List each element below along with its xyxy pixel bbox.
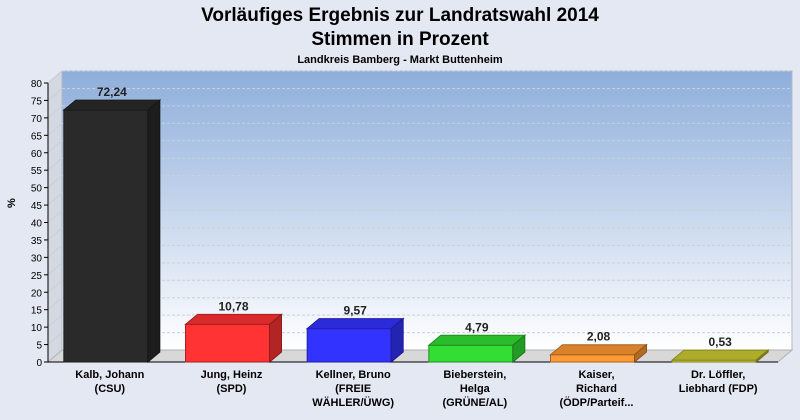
y-tick-label: 15 xyxy=(31,306,43,317)
bar-top xyxy=(670,349,770,361)
bar xyxy=(428,344,514,363)
gridline-side xyxy=(47,297,63,311)
y-tick-label: 20 xyxy=(31,288,43,299)
y-tick-label: 40 xyxy=(31,219,43,230)
gridline-side xyxy=(47,175,63,189)
y-tick-label: 75 xyxy=(31,96,43,107)
bar-side xyxy=(269,313,282,364)
chart-title: Vorläufiges Ergebnis zur Landratswahl 20… xyxy=(0,4,800,52)
bar-side xyxy=(390,317,404,364)
x-tick-label: (CSU) xyxy=(95,383,126,395)
x-tick-label: (SPD) xyxy=(217,383,247,395)
chart-subtitle: Landkreis Bamberg - Markt Buttenheim xyxy=(297,54,503,66)
x-tick-label: (ÖDP/Parteif... xyxy=(560,396,634,409)
x-tick-label: Helga xyxy=(460,383,491,395)
bar xyxy=(63,109,149,363)
y-tick-label: 25 xyxy=(31,271,43,282)
chart-title-line1: Vorläufiges Ergebnis zur Landratswahl 20… xyxy=(201,5,599,26)
bar xyxy=(185,323,270,363)
y-tick-label: 80 xyxy=(31,79,43,90)
x-tick-label: Richard xyxy=(576,383,617,395)
bar-side xyxy=(147,98,161,364)
y-tick-label: 55 xyxy=(31,166,43,177)
bar xyxy=(550,354,635,363)
y-tick-label: 10 xyxy=(31,323,43,334)
data-label: 9,57 xyxy=(343,304,367,318)
y-tick-label: 70 xyxy=(31,114,43,125)
x-tick-label: Liebhard (FDP) xyxy=(679,383,758,395)
x-tick-label: Bieberstein, xyxy=(443,369,506,381)
gridline-side xyxy=(47,140,63,154)
chart-title-line2: Stimmen in Prozent xyxy=(311,29,489,50)
x-tick-label: Jung, Heinz xyxy=(201,369,263,381)
x-tick-label: Kalb, Johann xyxy=(75,369,144,381)
y-tick-label: 60 xyxy=(31,149,43,160)
y-tick-label: 0 xyxy=(36,358,42,369)
data-label: 2,08 xyxy=(587,330,611,344)
gridline-side xyxy=(47,279,63,293)
y-tick-label: 30 xyxy=(31,253,43,264)
x-tick-label: Dr. Löffler, xyxy=(691,369,745,381)
gridline-side xyxy=(47,227,63,241)
y-tick-label: 65 xyxy=(31,131,43,142)
data-label: 0,53 xyxy=(708,335,732,349)
y-tick-label: 45 xyxy=(31,201,43,212)
y-tick-label: 35 xyxy=(31,236,43,247)
bar-side xyxy=(755,349,769,364)
data-label: 4,79 xyxy=(465,320,489,334)
bar-side xyxy=(634,343,647,364)
gridline-side xyxy=(47,192,63,206)
gridline-side xyxy=(47,122,63,136)
gridline-side xyxy=(47,210,63,223)
gridline-side xyxy=(47,314,63,328)
y-tick-label: 5 xyxy=(36,341,42,352)
bar-side xyxy=(512,334,526,364)
bar-top xyxy=(549,344,648,356)
y-tick-label: 50 xyxy=(31,184,43,195)
x-tick-label: (GRÜNE/AL) xyxy=(442,396,507,409)
bar-top xyxy=(184,313,283,325)
gridline-side xyxy=(47,157,63,171)
bar-top xyxy=(62,99,162,111)
bar xyxy=(306,328,392,363)
x-tick-label: (FREIE xyxy=(335,383,371,395)
data-label: 10,78 xyxy=(218,299,248,313)
bar-top xyxy=(427,334,527,346)
x-tick-label: WÄHLER/ÜWG) xyxy=(312,396,394,409)
gridline-side xyxy=(47,332,63,345)
gridline-side xyxy=(47,244,63,258)
x-tick-label: Kaiser, xyxy=(578,369,614,381)
data-label: 72,24 xyxy=(97,85,127,99)
gridline-side xyxy=(47,70,63,84)
gridline-side xyxy=(47,262,63,276)
gridline-side xyxy=(47,105,63,119)
x-tick-label: Kellner, Bruno xyxy=(316,369,391,381)
bar-top xyxy=(305,318,405,330)
gridline-side xyxy=(47,88,63,101)
